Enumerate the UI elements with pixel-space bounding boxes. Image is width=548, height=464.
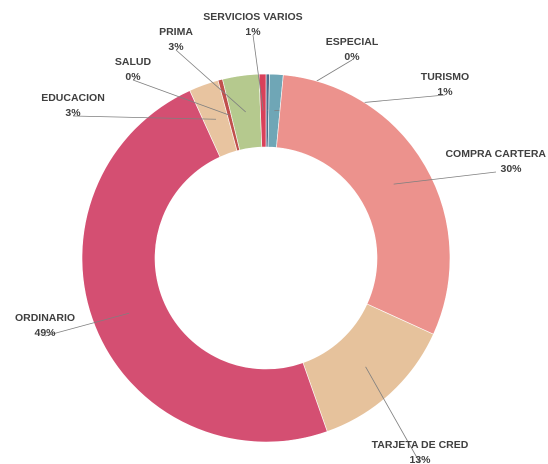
slice-value-label: 30% bbox=[500, 163, 522, 175]
slice-value-label: 1% bbox=[437, 86, 453, 98]
leader-line bbox=[44, 312, 130, 337]
slice-label: EDUCACION bbox=[41, 92, 105, 104]
slice-value-label: 0% bbox=[125, 71, 141, 83]
slice-label: SALUD bbox=[115, 56, 152, 68]
leader-line bbox=[72, 115, 217, 120]
slice-value-label: 0% bbox=[344, 51, 360, 63]
slice-label: ESPECIAL bbox=[326, 36, 379, 48]
slice-label: TARJETA DE CRED bbox=[372, 439, 469, 451]
slice-value-label: 49% bbox=[34, 327, 56, 339]
leader-line bbox=[132, 79, 230, 116]
slice-value-label: 3% bbox=[168, 41, 184, 53]
leader-line bbox=[365, 366, 421, 464]
slice-label: SERVICIOS VARIOS bbox=[203, 11, 302, 23]
slice bbox=[81, 90, 328, 443]
slice bbox=[276, 74, 451, 335]
slice-value-label: 3% bbox=[65, 107, 81, 119]
slice-value-label: 1% bbox=[245, 26, 261, 38]
slice-value-label: 13% bbox=[409, 454, 431, 464]
slice-label: COMPRA CARTERA bbox=[445, 148, 546, 160]
slice-label: PRIMA bbox=[159, 26, 193, 38]
slice-label: ORDINARIO bbox=[15, 312, 75, 324]
leader-line bbox=[393, 171, 497, 185]
leader-line bbox=[252, 34, 264, 111]
leader-line bbox=[175, 49, 246, 113]
slice-label: TURISMO bbox=[421, 71, 469, 83]
